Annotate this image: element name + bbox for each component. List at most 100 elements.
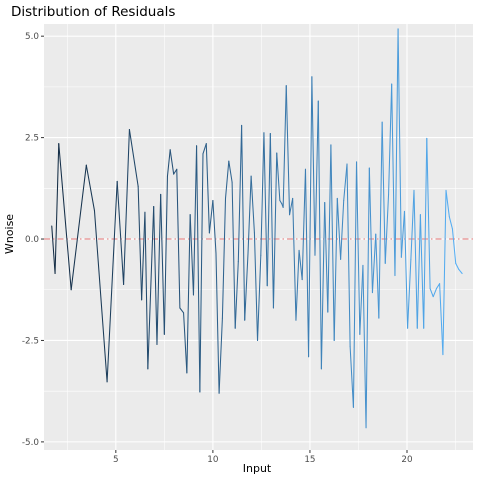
- residual-segment: [241, 124, 246, 321]
- residual-segment: [234, 260, 239, 329]
- y-tick-label: 2.5: [25, 134, 39, 144]
- residual-segment: [314, 100, 319, 256]
- residual-segment: [407, 258, 412, 329]
- residual-segment: [160, 193, 165, 335]
- residual-segment: [173, 168, 178, 175]
- residual-segment: [349, 346, 354, 408]
- residual-segment: [388, 83, 393, 195]
- residual-segment: [205, 143, 210, 234]
- residual-segment: [292, 197, 297, 321]
- residual-segment: [327, 144, 332, 313]
- residual-segment: [153, 206, 158, 346]
- residual-segment: [123, 128, 130, 285]
- residual-segment: [266, 133, 271, 287]
- y-tick-label: 0.0: [25, 235, 39, 245]
- residual-segment: [272, 152, 278, 309]
- residual-segment: [179, 307, 185, 314]
- residual-segment: [144, 211, 149, 370]
- residual-segment: [106, 180, 118, 383]
- residual-segment: [93, 210, 108, 383]
- residual-segment: [362, 264, 367, 429]
- residual-segment: [445, 189, 450, 218]
- y-tick-label: -5.0: [22, 438, 40, 448]
- residual-segment: [231, 181, 236, 329]
- residual-segment: [304, 168, 310, 358]
- residual-segment: [224, 160, 230, 199]
- residual-segment: [156, 193, 162, 346]
- x-axis-title: Input: [243, 462, 272, 475]
- residual-segment: [163, 175, 168, 335]
- residual-segment: [400, 210, 406, 258]
- residual-segment: [212, 199, 217, 254]
- residual-segment: [394, 28, 399, 277]
- residual-segment: [333, 197, 338, 341]
- residual-segment: [365, 167, 370, 429]
- residual-segment: [429, 288, 434, 298]
- residual-segment: [263, 132, 268, 287]
- x-tick-label: 20: [401, 455, 413, 465]
- residual-segment: [141, 211, 146, 301]
- residual-segment: [381, 121, 386, 264]
- residual-segment: [279, 199, 283, 205]
- x-tick-label: 10: [207, 455, 219, 465]
- residual-segment: [228, 160, 233, 183]
- residual-segment: [260, 132, 265, 256]
- residual-segment: [375, 233, 380, 319]
- residual-segment: [426, 137, 431, 290]
- residual-segment: [317, 100, 322, 370]
- residual-segment: [196, 145, 201, 393]
- residual-segment: [253, 232, 259, 341]
- residual-segment: [343, 163, 348, 202]
- residual-segment: [384, 193, 390, 264]
- residual-segment: [128, 128, 139, 187]
- residual-segment: [458, 268, 463, 275]
- residual-segment: [189, 214, 194, 296]
- residual-segment: [218, 317, 223, 394]
- residual-segment: [455, 262, 460, 270]
- plot-panel: [44, 24, 473, 450]
- residual-segment: [276, 152, 281, 202]
- residual-segment: [257, 254, 262, 341]
- residual-segment: [202, 143, 207, 155]
- residual-segment: [368, 167, 373, 294]
- residual-segment: [419, 214, 425, 329]
- residual-segment: [423, 137, 428, 329]
- residual-segment: [308, 76, 313, 358]
- residual-segment: [116, 180, 125, 285]
- residual-segment: [359, 264, 364, 335]
- residual-segment: [221, 197, 227, 319]
- residual-segment: [137, 185, 143, 301]
- residual-segment: [282, 85, 287, 208]
- residual-segment: [250, 175, 255, 234]
- residual-segment: [320, 201, 326, 370]
- residual-segment: [435, 283, 441, 290]
- residual-series: [51, 28, 463, 429]
- residual-segment: [330, 144, 335, 341]
- residual-segment: [237, 124, 243, 262]
- residual-segment: [391, 83, 396, 277]
- residual-segment: [340, 199, 345, 260]
- residual-segment: [247, 175, 252, 254]
- residual-segment: [54, 143, 60, 275]
- y-tick-label: -2.5: [22, 336, 39, 346]
- residual-segment: [166, 149, 171, 177]
- chart-title: Distribution of Residuals: [11, 4, 175, 20]
- residual-segment: [295, 249, 300, 321]
- residual-segment: [432, 288, 438, 298]
- residual-segment: [285, 85, 291, 216]
- residual-segment: [186, 214, 191, 374]
- residual-segment: [451, 228, 457, 264]
- residual-segment: [378, 121, 383, 319]
- residual-segment: [301, 168, 307, 281]
- x-tick-label: 15: [304, 455, 315, 465]
- residual-segment: [70, 164, 87, 291]
- residual-segment: [324, 201, 329, 313]
- residual-segment: [176, 168, 181, 309]
- x-tick-label: 5: [113, 455, 119, 465]
- residual-segment: [346, 163, 351, 348]
- residual-segment: [58, 143, 72, 291]
- y-axis-title: Wnoise: [3, 214, 16, 254]
- residual-segment: [311, 76, 316, 256]
